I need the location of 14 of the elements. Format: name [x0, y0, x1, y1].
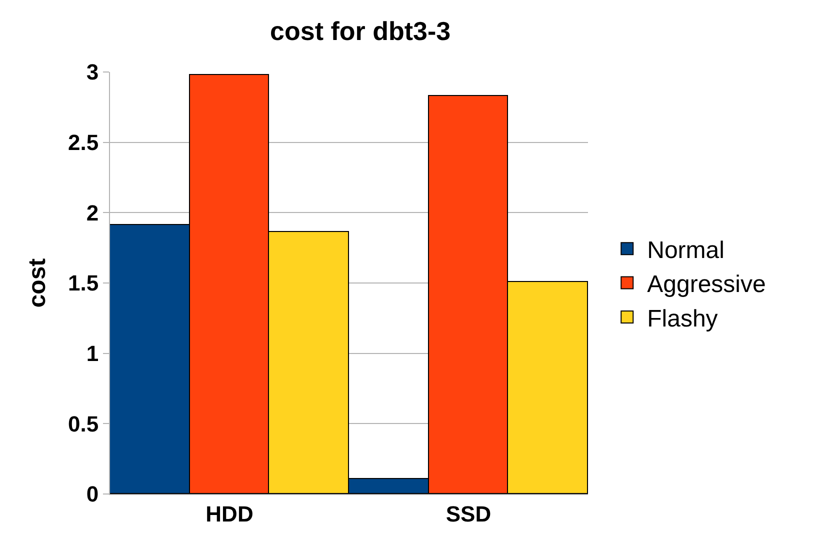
y-tick-label: 1 [86, 341, 99, 366]
legend-label: Aggressive [647, 271, 766, 298]
x-tick-label: HDD [206, 501, 254, 526]
x-tick-label: SSD [446, 501, 492, 526]
y-tick-label: 0.5 [68, 411, 99, 436]
y-tick-label: 2.5 [68, 130, 99, 156]
chart-title: cost for dbt3-3 [270, 16, 451, 46]
y-tick-label: 3 [86, 60, 99, 85]
y-axis-title: cost [24, 258, 52, 308]
legend-label: Flashy [647, 305, 718, 332]
legend-label: Normal [647, 236, 724, 264]
y-tick-label: 0 [86, 482, 99, 507]
y-tick-label: 1.5 [68, 270, 99, 296]
y-tick-label: 2 [86, 200, 99, 226]
